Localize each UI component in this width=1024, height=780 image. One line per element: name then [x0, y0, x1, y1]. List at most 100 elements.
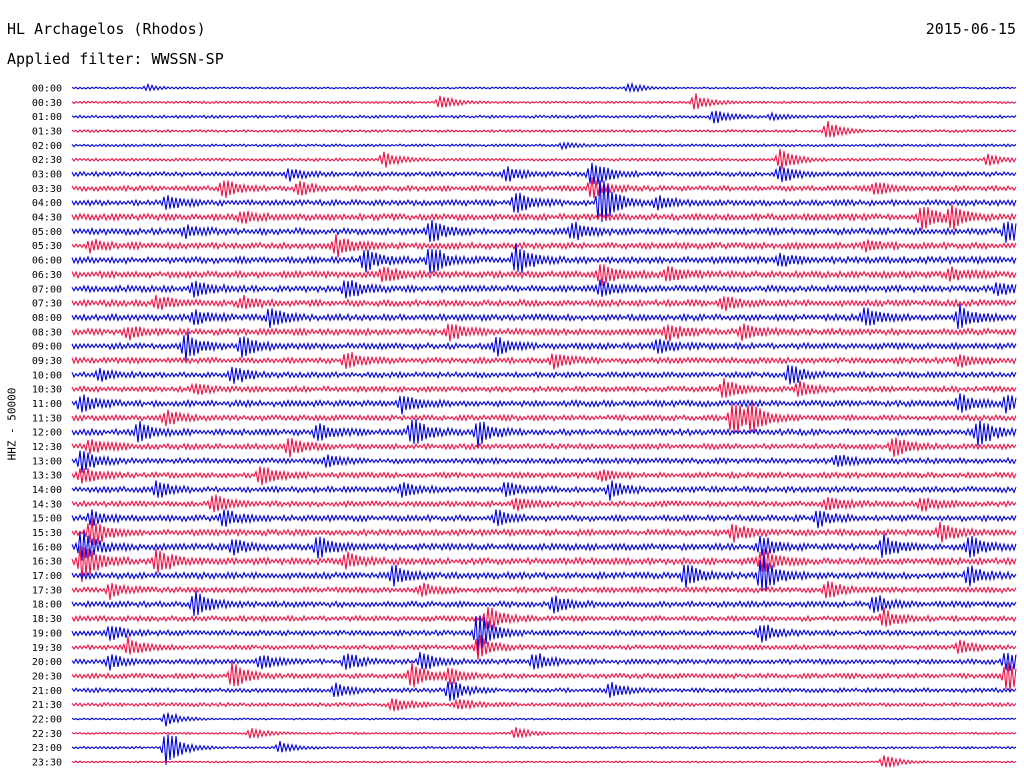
- time-tick-label: 21:30: [32, 700, 62, 711]
- seismic-trace: [71, 531, 1017, 561]
- time-tick-label: 01:30: [32, 127, 62, 138]
- time-tick-label: 05:30: [32, 241, 62, 252]
- seismic-trace: [71, 466, 1017, 486]
- time-tick-label: 00:00: [32, 84, 62, 95]
- time-tick-label: 17:30: [32, 585, 62, 596]
- seismic-trace: [71, 393, 1017, 415]
- seismic-trace: [71, 179, 1017, 223]
- seismic-trace: [71, 727, 1017, 740]
- time-tick-label: 01:00: [32, 112, 62, 123]
- time-tick-label: 08:30: [32, 327, 62, 338]
- time-tick-label: 16:00: [32, 542, 62, 553]
- seismic-trace: [71, 651, 1017, 672]
- seismic-trace: [71, 323, 1017, 342]
- station-title: HL Archagelos (Rhodos): [7, 20, 206, 38]
- time-tick-label: 14:00: [32, 485, 62, 496]
- seismic-trace: [71, 615, 1017, 655]
- seismic-trace: [71, 352, 1017, 370]
- time-tick-label: 18:00: [32, 600, 62, 611]
- seismic-trace: [71, 437, 1017, 458]
- seismic-trace: [71, 243, 1017, 274]
- seismic-trace: [71, 378, 1017, 398]
- time-tick-label: 07:00: [32, 284, 62, 295]
- seismic-trace: [71, 148, 1017, 170]
- seismic-trace: [71, 698, 1017, 712]
- time-tick-label: 15:00: [32, 514, 62, 525]
- seismic-trace: [71, 162, 1017, 185]
- time-tick-label: 22:00: [32, 714, 62, 725]
- time-tick-label: 03:00: [32, 170, 62, 181]
- seismic-trace: [71, 480, 1017, 501]
- time-tick-label: 23:00: [32, 743, 62, 754]
- time-tick-label: 10:00: [32, 370, 62, 381]
- seismic-trace: [71, 661, 1017, 692]
- seismic-trace: [71, 364, 1017, 385]
- time-tick-label: 12:00: [32, 428, 62, 439]
- time-tick-label: 21:00: [32, 686, 62, 697]
- seismic-trace: [71, 177, 1017, 199]
- seismic-trace: [71, 303, 1017, 330]
- time-tick-label: 09:30: [32, 356, 62, 367]
- seismic-trace: [71, 555, 1017, 591]
- time-tick-label: 09:00: [32, 342, 62, 353]
- time-tick-label: 10:30: [32, 385, 62, 396]
- time-tick-label: 06:00: [32, 256, 62, 267]
- time-tick-label: 22:30: [32, 729, 62, 740]
- time-tick-label: 04:00: [32, 198, 62, 209]
- time-tick-label: 19:30: [32, 643, 62, 654]
- seismic-trace: [71, 494, 1017, 513]
- time-tick-label: 20:30: [32, 671, 62, 682]
- time-tick-label: 23:30: [32, 757, 62, 768]
- time-tick-label: 19:00: [32, 628, 62, 639]
- time-tick-label: 11:30: [32, 413, 62, 424]
- seismic-trace: [71, 121, 1017, 138]
- time-tick-label: 14:30: [32, 499, 62, 510]
- seismic-trace: [71, 546, 1017, 583]
- seismic-trace: [71, 606, 1017, 630]
- seismic-trace: [71, 734, 1017, 765]
- seismic-trace: [71, 110, 1017, 124]
- time-tick-label: 02:30: [32, 155, 62, 166]
- seismic-trace: [71, 279, 1017, 299]
- time-tick-label: 11:00: [32, 399, 62, 410]
- seismic-trace: [71, 264, 1017, 286]
- seismic-trace: [71, 755, 1017, 769]
- seismic-trace: [71, 712, 1017, 727]
- seismic-trace: [71, 204, 1017, 231]
- seismic-trace: [71, 509, 1017, 529]
- seismic-trace: [71, 580, 1017, 600]
- seismic-trace: [71, 81, 1017, 94]
- record-date: 2015-06-15: [925, 20, 1016, 38]
- seismic-trace: [71, 450, 1017, 473]
- seismic-trace: [71, 419, 1017, 448]
- seismic-trace: [71, 234, 1017, 258]
- seismic-trace: [71, 681, 1017, 702]
- time-tick-label: 20:00: [32, 657, 62, 668]
- filter-label: Applied filter: WWSSN-SP: [7, 50, 224, 68]
- seismic-trace: [71, 294, 1017, 312]
- seismic-trace: [71, 331, 1017, 361]
- time-tick-label: 07:30: [32, 299, 62, 310]
- time-tick-label: 08:00: [32, 313, 62, 324]
- seismic-trace: [71, 141, 1017, 151]
- time-tick-label: 13:30: [32, 471, 62, 482]
- time-tick-label: 00:30: [32, 98, 62, 109]
- time-tick-label: 04:30: [32, 213, 62, 224]
- time-tick-label: 17:00: [32, 571, 62, 582]
- time-tick-label: 06:30: [32, 270, 62, 281]
- time-tick-label: 12:30: [32, 442, 62, 453]
- seismic-trace: [71, 517, 1017, 546]
- time-tick-label: 18:30: [32, 614, 62, 625]
- seismic-trace: [71, 590, 1017, 616]
- time-tick-label: 16:30: [32, 557, 62, 568]
- time-tick-label: 02:00: [32, 141, 62, 152]
- seismic-trace: [71, 93, 1017, 110]
- time-tick-label: 05:00: [32, 227, 62, 238]
- time-tick-label: 15:30: [32, 528, 62, 539]
- time-tick-label: 03:30: [32, 184, 62, 195]
- time-tick-label: 13:00: [32, 456, 62, 467]
- seismic-trace: [71, 635, 1017, 660]
- seismic-trace: [71, 402, 1017, 434]
- seismic-trace: [71, 220, 1017, 243]
